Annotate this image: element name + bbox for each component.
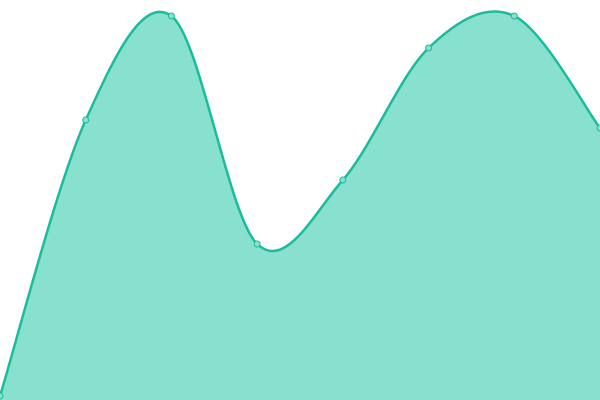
data-point: [82, 116, 90, 124]
data-point: [596, 124, 600, 132]
data-point: [167, 12, 175, 20]
data-point: [339, 176, 347, 184]
data-point: [425, 44, 433, 52]
data-point: [0, 392, 4, 400]
data-point: [253, 240, 261, 248]
area-fill: [0, 11, 600, 400]
data-point: [510, 12, 518, 20]
